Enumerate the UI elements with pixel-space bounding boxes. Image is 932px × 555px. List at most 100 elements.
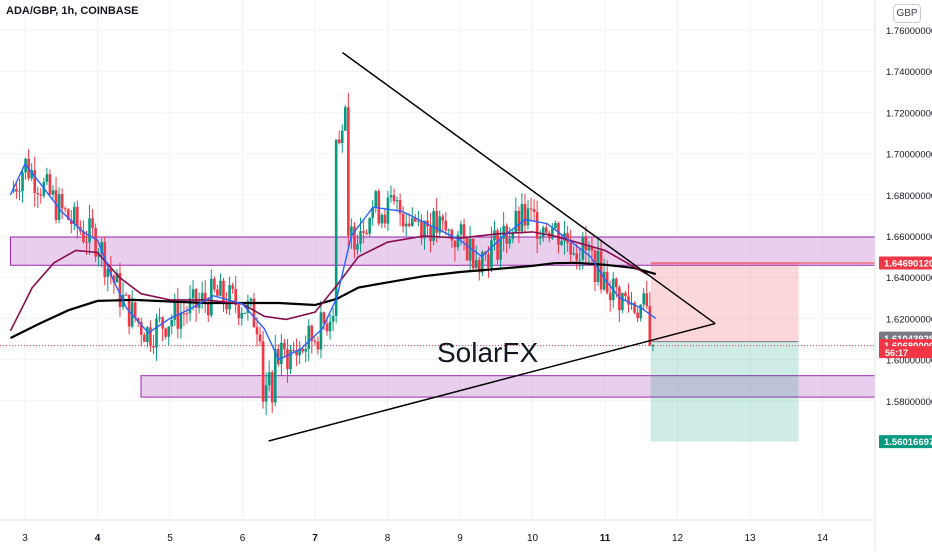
candle-body xyxy=(289,349,292,370)
x-tick-label: 10 xyxy=(527,533,539,544)
currency-selector[interactable]: GBP xyxy=(893,4,921,23)
candle-body xyxy=(642,293,646,305)
candle-body xyxy=(292,349,295,351)
candle-body xyxy=(447,229,451,231)
candle-body xyxy=(386,197,390,224)
candle-body xyxy=(261,341,265,402)
candle-body xyxy=(487,254,490,268)
candle-body xyxy=(273,348,277,403)
candle-body xyxy=(334,139,338,317)
x-tick-label: 5 xyxy=(167,533,173,544)
x-tick-label: 7 xyxy=(312,533,318,544)
candle-body xyxy=(383,214,387,224)
x-tick-label: 3 xyxy=(22,533,28,544)
candle-body xyxy=(82,231,85,242)
candle-body xyxy=(100,242,104,254)
stop-loss-zone[interactable] xyxy=(650,262,799,342)
x-tick-label: 11 xyxy=(600,533,611,544)
candle-body xyxy=(347,107,350,236)
candle-body xyxy=(88,218,91,243)
candle-body xyxy=(51,190,55,195)
candle-body xyxy=(206,302,210,316)
candle-body xyxy=(496,230,499,260)
candle-body xyxy=(136,318,140,322)
candle-body xyxy=(368,218,371,234)
candle-body xyxy=(362,231,365,233)
candle-body xyxy=(33,170,37,194)
ma-line-ema200[interactable] xyxy=(10,261,657,339)
candle-body xyxy=(380,214,384,224)
candle-body xyxy=(222,280,225,303)
candle-body xyxy=(374,191,378,208)
ma-line-ema20[interactable] xyxy=(9,162,657,361)
zone-rectangle[interactable] xyxy=(10,236,876,266)
candle-body xyxy=(511,233,515,239)
candle-body xyxy=(152,345,155,348)
candle-body xyxy=(465,238,469,261)
candle-body xyxy=(477,260,481,273)
trendline[interactable] xyxy=(342,52,716,325)
candle-body xyxy=(106,268,110,277)
candle-body xyxy=(277,348,280,365)
watermark-text: SolarFX xyxy=(437,337,538,368)
x-tick-label: 13 xyxy=(744,533,756,544)
y-tick-label: 1.68000000 xyxy=(886,191,932,202)
trendline[interactable] xyxy=(268,322,716,442)
candle-body xyxy=(63,208,67,210)
candle-body xyxy=(60,194,64,209)
candle-body xyxy=(237,305,241,319)
candle-body xyxy=(267,372,271,386)
candle-body xyxy=(517,210,521,232)
candle-body xyxy=(328,321,332,332)
candle-body xyxy=(73,206,76,225)
candle-body xyxy=(633,302,636,313)
candle-body xyxy=(602,271,606,290)
y-tick-label: 1.64000000 xyxy=(886,273,932,284)
candle-body xyxy=(322,312,326,324)
candle-body xyxy=(15,188,18,192)
candles xyxy=(12,92,655,416)
price-label-box xyxy=(879,256,932,270)
candle-body xyxy=(356,243,359,250)
candle-body xyxy=(401,213,405,227)
candle-body xyxy=(76,206,79,227)
candle-body xyxy=(313,340,317,342)
candle-body xyxy=(587,247,591,251)
candle-body xyxy=(316,341,320,350)
candle-body xyxy=(85,241,88,243)
candle-body xyxy=(325,323,329,332)
candle-body xyxy=(12,188,15,192)
candle-body xyxy=(69,219,73,225)
candle-body xyxy=(286,349,289,370)
candle-body xyxy=(124,294,128,296)
candle-body xyxy=(270,372,274,403)
candle-body xyxy=(365,232,368,234)
y-tick-label: 1.66000000 xyxy=(886,232,932,243)
price-label-text: 1.56016697 xyxy=(884,437,932,448)
x-tick-label: 6 xyxy=(240,533,246,544)
candle-body xyxy=(392,195,396,202)
candle-body xyxy=(283,342,286,350)
candle-body xyxy=(197,301,201,308)
candle-body xyxy=(581,236,585,260)
candle-body xyxy=(639,304,642,319)
candle-body xyxy=(234,288,237,306)
candle-body xyxy=(538,236,542,239)
candle-body xyxy=(170,319,174,327)
candle-body xyxy=(258,334,262,342)
candle-body xyxy=(474,260,478,269)
candle-body xyxy=(231,285,234,289)
candle-body xyxy=(377,191,381,224)
take-profit-zone[interactable] xyxy=(650,341,799,442)
candle-body xyxy=(115,273,119,283)
candle-body xyxy=(508,238,512,244)
candle-body xyxy=(423,220,426,239)
candle-body xyxy=(593,250,597,282)
candle-body xyxy=(578,259,582,261)
candle-body xyxy=(471,238,475,269)
candle-body xyxy=(143,334,146,342)
candle-body xyxy=(39,194,43,196)
ma-line-ema50[interactable] xyxy=(9,231,649,332)
